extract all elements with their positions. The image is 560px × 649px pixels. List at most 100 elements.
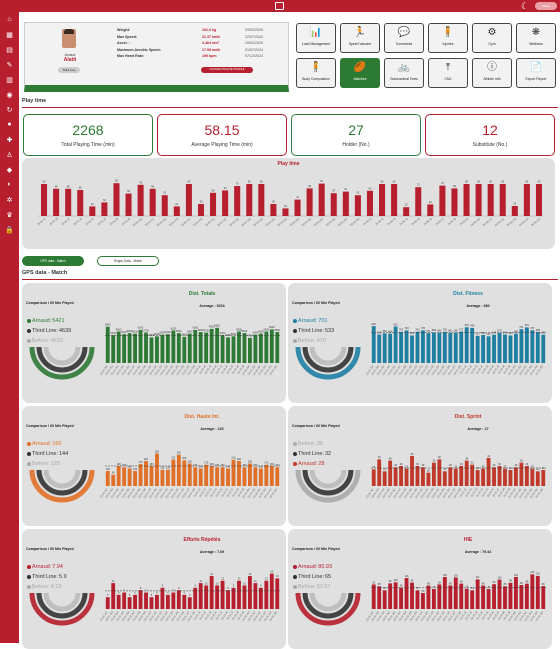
- bar[interactable]: [486, 589, 491, 609]
- home-icon[interactable]: ⌂: [7, 16, 12, 23]
- module-injuries[interactable]: 🧍 Injuries: [428, 23, 468, 53]
- bar[interactable]: [193, 467, 198, 486]
- bar[interactable]: [127, 597, 132, 609]
- bar[interactable]: [165, 469, 170, 486]
- bar[interactable]: [242, 333, 247, 363]
- bar[interactable]: [497, 332, 502, 363]
- bar[interactable]: [475, 470, 480, 486]
- whistle-icon[interactable]: ◉: [6, 91, 13, 99]
- bar[interactable]: [198, 583, 203, 609]
- bar[interactable]: [185, 184, 192, 216]
- bar[interactable]: [270, 204, 277, 216]
- bar[interactable]: [275, 467, 280, 486]
- bar[interactable]: [269, 466, 274, 486]
- module-athlete-info[interactable]: ⓘ Athlete Info: [472, 58, 512, 88]
- bar[interactable]: [497, 579, 502, 609]
- bar[interactable]: [138, 590, 143, 609]
- bar[interactable]: [182, 336, 187, 363]
- bar[interactable]: [437, 584, 442, 609]
- bar[interactable]: [475, 579, 480, 609]
- bar[interactable]: [226, 337, 230, 363]
- settings-icon[interactable]: ✲: [6, 196, 13, 204]
- module-body-composition[interactable]: 🧍 Body Composition: [296, 58, 336, 88]
- ball-icon[interactable]: ●: [7, 121, 12, 128]
- bar[interactable]: [410, 456, 414, 486]
- bar[interactable]: [503, 468, 507, 486]
- bar[interactable]: [421, 593, 425, 609]
- bar[interactable]: [215, 585, 220, 609]
- bar[interactable]: [226, 468, 230, 487]
- bar[interactable]: [519, 585, 524, 609]
- bar[interactable]: [105, 471, 110, 486]
- bar[interactable]: [231, 587, 236, 609]
- bar[interactable]: [470, 590, 475, 609]
- module-submaximal-tests[interactable]: 🚲 Submaximal Tests: [384, 58, 424, 88]
- chart-icon[interactable]: ▥: [6, 76, 13, 84]
- bar[interactable]: [415, 590, 420, 609]
- bar[interactable]: [231, 459, 236, 486]
- bar[interactable]: [415, 187, 422, 216]
- bar[interactable]: [523, 184, 530, 216]
- bar[interactable]: [426, 333, 431, 363]
- bar[interactable]: [404, 578, 409, 609]
- bar[interactable]: [503, 586, 507, 609]
- bar[interactable]: [258, 333, 263, 363]
- bar[interactable]: [231, 336, 236, 363]
- tag-icon[interactable]: ◆: [6, 166, 13, 174]
- bar[interactable]: [442, 471, 447, 486]
- bar[interactable]: [149, 337, 154, 363]
- bar[interactable]: [535, 184, 542, 216]
- bar[interactable]: [133, 333, 137, 363]
- change-athlete-profile-button[interactable]: CHANGE ATHLETE PROFILE: [201, 67, 253, 73]
- module-cmj[interactable]: ⤒ CMJ: [428, 58, 468, 88]
- bar[interactable]: [237, 580, 241, 609]
- bar[interactable]: [237, 461, 241, 486]
- bar[interactable]: [514, 467, 518, 486]
- bar[interactable]: [198, 332, 203, 363]
- bar[interactable]: [399, 587, 403, 609]
- bar[interactable]: [187, 333, 192, 363]
- bar[interactable]: [481, 585, 486, 609]
- module-load-management[interactable]: 📊 Load Management: [296, 23, 336, 53]
- bar[interactable]: [391, 184, 398, 216]
- bar[interactable]: [453, 332, 458, 363]
- bar[interactable]: [275, 332, 280, 363]
- bar[interactable]: [222, 190, 229, 216]
- bar[interactable]: [481, 468, 486, 486]
- bar[interactable]: [294, 199, 301, 216]
- clipboard-icon[interactable]: ▤: [6, 46, 13, 54]
- bar[interactable]: [264, 464, 269, 486]
- bar[interactable]: [161, 195, 168, 216]
- bar[interactable]: [204, 464, 209, 486]
- tab-gps-data[interactable]: GPS data - Match: [22, 256, 84, 266]
- bar[interactable]: [530, 468, 535, 486]
- bar[interactable]: [514, 333, 518, 363]
- bar[interactable]: [105, 597, 110, 609]
- bar[interactable]: [492, 584, 496, 609]
- bar[interactable]: [415, 466, 420, 486]
- module-wellness[interactable]: ❋ Wellness: [516, 23, 556, 53]
- bar[interactable]: [176, 454, 181, 486]
- club-crest-icon[interactable]: [275, 2, 284, 10]
- bar[interactable]: [492, 467, 496, 486]
- gauge-icon[interactable]: ◐: [7, 181, 12, 188]
- moon-icon[interactable]: ☾: [521, 1, 530, 11]
- bar[interactable]: [149, 597, 154, 609]
- bar[interactable]: [388, 333, 393, 363]
- bar[interactable]: [209, 328, 214, 363]
- bar[interactable]: [508, 335, 513, 363]
- bar[interactable]: [399, 466, 403, 486]
- bar[interactable]: [508, 470, 513, 486]
- bar[interactable]: [306, 188, 313, 216]
- bar[interactable]: [41, 184, 48, 216]
- bar[interactable]: [399, 331, 403, 363]
- bar[interactable]: [105, 326, 110, 363]
- bar[interactable]: [149, 188, 156, 216]
- bar[interactable]: [116, 466, 121, 486]
- bar[interactable]: [530, 574, 535, 609]
- bar[interactable]: [182, 594, 187, 609]
- bar[interactable]: [77, 190, 84, 216]
- bar[interactable]: [155, 336, 159, 363]
- bar[interactable]: [431, 462, 436, 486]
- bar[interactable]: [253, 334, 258, 363]
